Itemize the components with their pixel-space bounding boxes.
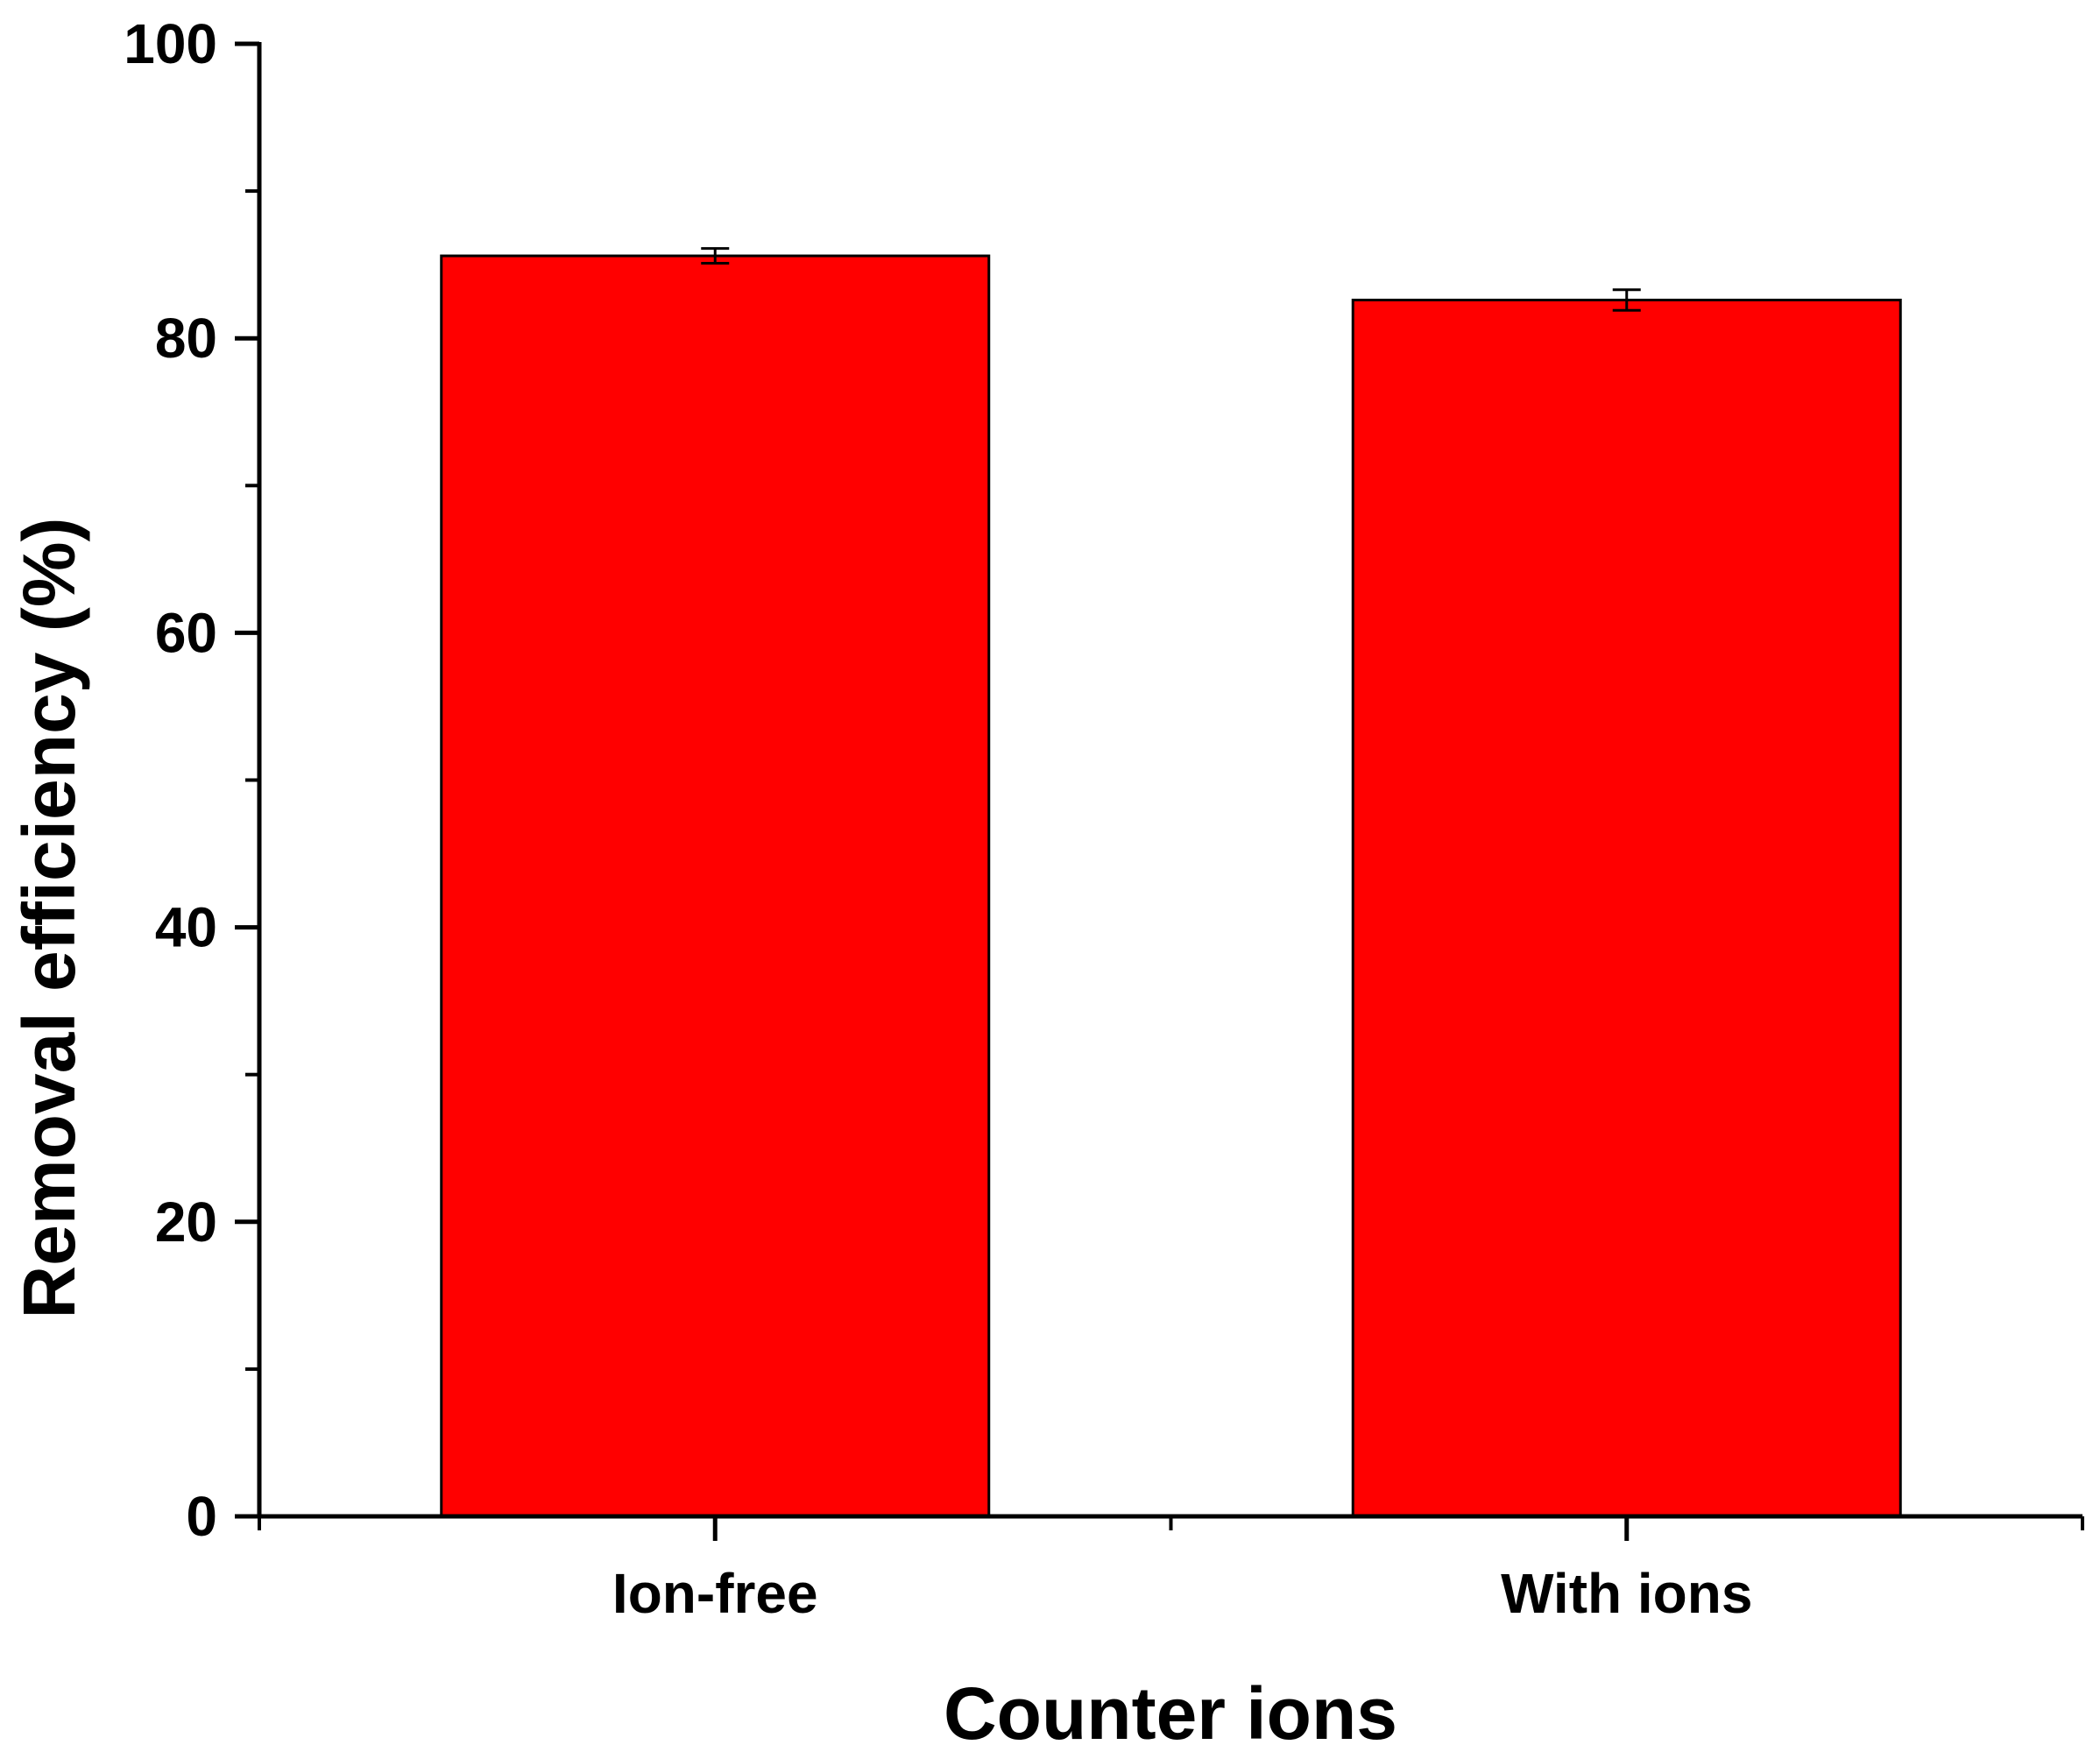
error-bar-with-ions (1612, 288, 1641, 312)
y-tick-label: 20 (155, 1190, 217, 1254)
y-tick-label: 40 (155, 896, 217, 959)
axes-group: 0 20 40 60 80 100 Ion-free With ions (124, 12, 2084, 1625)
y-tick-label: 100 (124, 12, 217, 75)
y-tick-label: 60 (155, 601, 217, 664)
x-tick-label: With ions (1501, 1562, 1752, 1625)
bar-with-ions (1351, 298, 1902, 1518)
y-tick-label: 0 (186, 1485, 217, 1548)
y-tick-label: 80 (155, 307, 217, 370)
bar-ion-free (440, 254, 991, 1518)
error-bars-group (701, 247, 1641, 312)
error-bar-ion-free (701, 247, 730, 265)
x-tick-label: Ion-free (612, 1562, 818, 1625)
y-axis-title: Removal efficiency (%) (8, 518, 90, 1319)
bars-group (440, 254, 1902, 1518)
x-axis-title: Counter ions (944, 1672, 1397, 1755)
